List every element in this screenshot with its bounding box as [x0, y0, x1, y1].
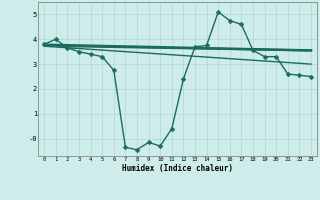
X-axis label: Humidex (Indice chaleur): Humidex (Indice chaleur) [122, 164, 233, 173]
